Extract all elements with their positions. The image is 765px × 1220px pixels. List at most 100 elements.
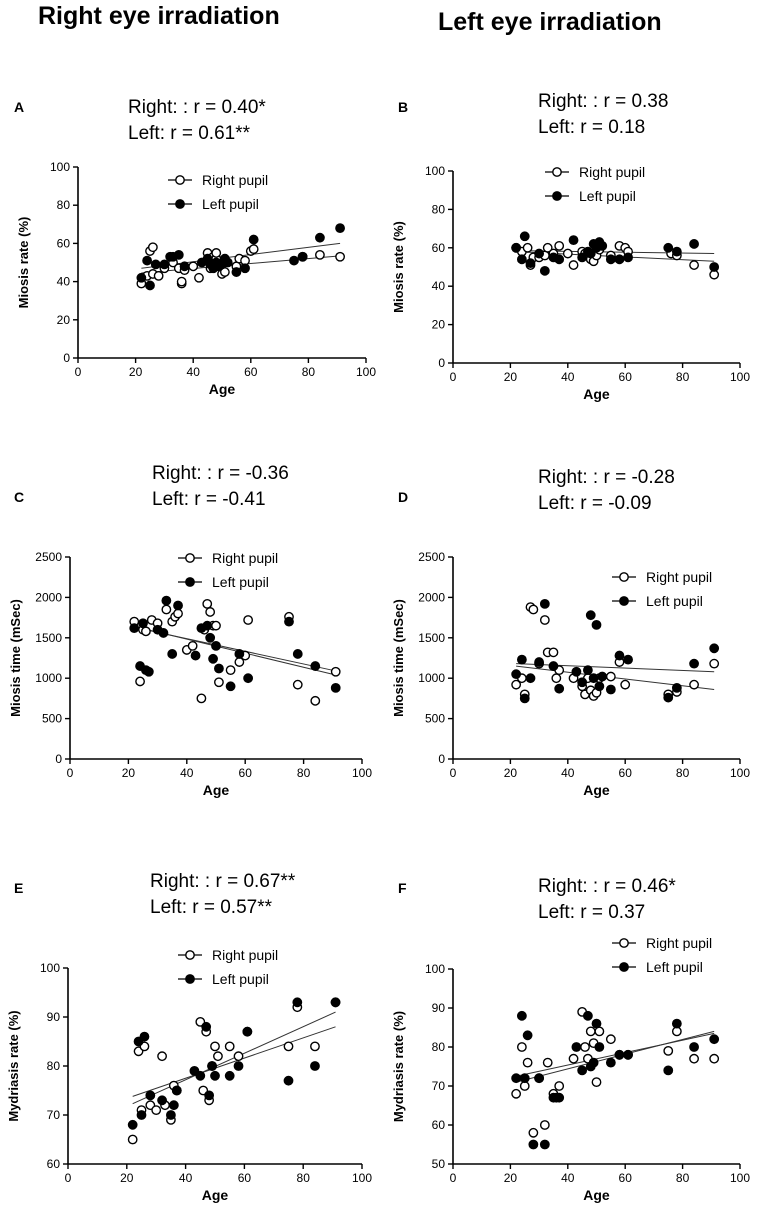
x-tick-label: 20: [129, 365, 143, 379]
x-tick-label: 80: [676, 370, 690, 384]
left-pupil-point: [554, 683, 565, 694]
left-pupil-point: [539, 1139, 550, 1150]
left-pupil-point: [225, 681, 236, 692]
x-tick-label: 40: [561, 1171, 575, 1185]
legend-label: Right pupil: [212, 947, 278, 963]
left-pupil-point: [224, 1070, 235, 1081]
left-pupil-point: [292, 649, 303, 659]
right-pupil-point: [153, 270, 164, 281]
legend-left-pupil-marker: [619, 596, 629, 606]
y-tick-label: 90: [47, 1010, 61, 1024]
left-pupil-point: [173, 600, 183, 611]
legend-label: Right pupil: [579, 164, 645, 180]
panel-letter-c: C: [14, 489, 25, 505]
left-pupil-point: [201, 1021, 212, 1032]
left-pupil-point: [179, 261, 190, 272]
left-pupil-point: [310, 661, 321, 671]
left-pupil-point: [289, 255, 299, 266]
x-axis-label: Age: [209, 381, 236, 397]
x-axis-label: Age: [203, 782, 230, 798]
right-pupil-point: [147, 242, 158, 253]
right-pupil-point: [211, 620, 221, 631]
right-pupil-point: [310, 1041, 320, 1052]
left-pupil-point: [614, 254, 625, 265]
left-pupil-point: [165, 1110, 176, 1120]
y-tick-label: 2500: [35, 550, 62, 564]
x-tick-label: 20: [504, 1171, 518, 1185]
right-pupil-point: [528, 604, 539, 615]
right-pupil-point: [620, 679, 631, 690]
x-axis-label: Age: [583, 1187, 610, 1203]
left-pupil-point: [571, 1042, 582, 1052]
legend-label: Right pupil: [646, 569, 712, 585]
left-pupil-point: [283, 1075, 294, 1086]
right-pupil-point: [562, 248, 573, 259]
left-pupil-point: [594, 1042, 605, 1052]
x-tick-label: 100: [730, 370, 750, 384]
left-pupil-point: [208, 653, 218, 664]
left-pupil-point: [663, 692, 674, 703]
right-pupil-point: [554, 1081, 565, 1091]
right-pupil-point: [548, 647, 559, 658]
right-pupil-point: [522, 242, 533, 253]
chart-f: 0 20 40 60 80 100 50 60 70 80 90 100 Age Mydriasis ra…: [391, 935, 750, 1203]
left-pupil-point: [623, 1049, 633, 1060]
stats-e-left: Left: r = 0.57**: [150, 897, 272, 918]
left-pupil-point: [158, 628, 169, 638]
right-pupil-point: [213, 1051, 223, 1062]
x-tick-label: 80: [297, 1171, 311, 1185]
legend-label: Right pupil: [202, 172, 268, 188]
y-tick-label: 1500: [418, 631, 445, 645]
x-tick-label: 80: [297, 766, 311, 780]
left-pupil-point: [689, 658, 699, 669]
left-pupil-point: [284, 616, 294, 627]
right-pupil-point: [176, 276, 187, 287]
y-axis-label: Mydriasis rate (%): [391, 1011, 406, 1122]
left-pupil-point: [173, 249, 184, 260]
right-pupil-point: [511, 1088, 522, 1099]
left-pupil-point: [222, 257, 233, 268]
right-pupil-point: [248, 244, 259, 255]
legend-right-pupil-marker: [185, 950, 195, 960]
left-pupil-point: [143, 666, 154, 677]
x-tick-label: 100: [356, 365, 376, 379]
stats-d: Right: : r = -0.28 Left: r = -0.09: [538, 465, 675, 517]
y-tick-label: 100: [425, 164, 445, 178]
right-pupil-point: [689, 679, 699, 690]
left-pupil-point: [242, 1026, 253, 1037]
right-pupil-point: [127, 1134, 138, 1145]
left-pupil-point: [689, 1042, 699, 1052]
left-pupil-point: [671, 682, 682, 693]
left-pupil-point: [605, 254, 616, 265]
x-tick-label: 100: [730, 1171, 750, 1185]
x-tick-label: 0: [65, 1171, 72, 1185]
chart-e: 0 20 40 60 80 100 60 70 80 90 100 Age Mydriasis rate…: [6, 947, 372, 1203]
left-pupil-point: [709, 643, 720, 654]
x-tick-label: 40: [561, 766, 575, 780]
left-pupil-point: [534, 1073, 544, 1084]
right-pupil-point: [605, 671, 616, 682]
left-eye-header: Left eye irradiation: [438, 8, 662, 36]
legend-left-pupil-marker: [185, 577, 195, 587]
x-tick-label: 0: [67, 766, 74, 780]
left-pupil-point: [511, 669, 522, 680]
left-pupil-point: [709, 1034, 720, 1045]
stats-d-left: Left: r = -0.09: [538, 493, 652, 514]
legend-right-pupil-marker: [619, 938, 629, 948]
x-tick-label: 20: [504, 370, 518, 384]
right-pupil-point: [605, 1034, 616, 1045]
left-pupil-point: [171, 1085, 182, 1096]
right-pupil-point: [214, 677, 224, 688]
y-tick-label: 100: [50, 160, 70, 174]
right-pupil-point: [709, 658, 720, 669]
legend-right-pupil-marker: [185, 553, 195, 563]
panel-letter-d: D: [398, 489, 409, 505]
left-pupil-point: [709, 262, 720, 272]
panel-letter-b: B: [398, 99, 409, 115]
left-pupil-point: [594, 681, 605, 692]
right-pupil-point: [292, 679, 303, 690]
left-pupil-point: [205, 632, 216, 643]
x-tick-label: 80: [676, 1171, 690, 1185]
legend-label: Right pupil: [212, 550, 278, 566]
x-tick-label: 0: [450, 370, 457, 384]
